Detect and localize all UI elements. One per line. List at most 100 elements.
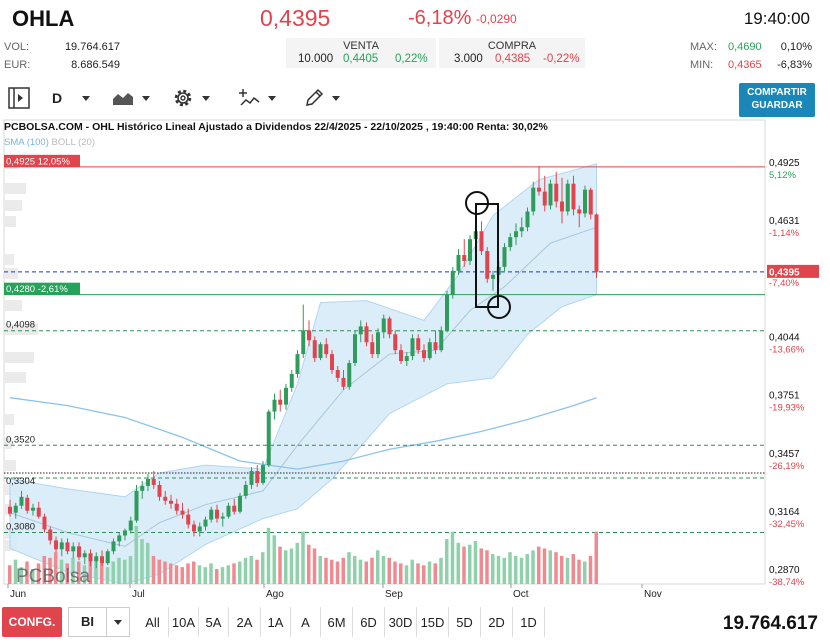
candle-body[interactable] — [134, 490, 139, 521]
candle-body[interactable] — [42, 516, 47, 530]
candle-body[interactable] — [128, 520, 133, 531]
candle-body[interactable] — [330, 354, 334, 370]
candle-body[interactable] — [266, 411, 271, 466]
candle-body[interactable] — [416, 338, 421, 351]
candle-body[interactable] — [519, 227, 524, 232]
candle-body[interactable] — [238, 495, 242, 512]
candle-body[interactable] — [433, 342, 438, 351]
candle-body[interactable] — [255, 471, 260, 483]
candle-body[interactable] — [491, 274, 495, 279]
candle-body[interactable] — [19, 496, 24, 506]
candle-body[interactable] — [347, 363, 352, 387]
range-button-5d[interactable]: 5D — [449, 607, 481, 637]
candle-body[interactable] — [8, 506, 12, 514]
candle-body[interactable] — [186, 514, 191, 525]
range-button-10a[interactable]: 10A — [169, 607, 199, 637]
candle-body[interactable] — [151, 478, 156, 485]
candle-body[interactable] — [111, 541, 116, 552]
candle-body[interactable] — [514, 231, 518, 238]
candle-body[interactable] — [456, 255, 461, 271]
candle-body[interactable] — [192, 524, 196, 532]
range-button-6m[interactable]: 6M — [321, 607, 353, 637]
candle-body[interactable] — [71, 546, 76, 552]
candle-body[interactable] — [548, 183, 553, 206]
candle-body[interactable] — [399, 350, 403, 362]
candle-body[interactable] — [209, 509, 214, 520]
candle-body[interactable] — [94, 556, 99, 562]
candle-body[interactable] — [197, 526, 202, 532]
candle-body[interactable] — [261, 465, 265, 483]
candle-body[interactable] — [335, 369, 340, 378]
candle-body[interactable] — [324, 344, 329, 355]
candle-body[interactable] — [479, 231, 484, 252]
candle-body[interactable] — [100, 556, 104, 564]
candle-body[interactable] — [565, 183, 570, 212]
candle-body[interactable] — [571, 183, 576, 210]
range-button-1d[interactable]: 1D — [513, 607, 545, 637]
candle-body[interactable] — [180, 510, 185, 515]
settings-dropdown[interactable] — [172, 86, 210, 110]
chart-type-dropdown[interactable] — [112, 86, 150, 110]
candle-body[interactable] — [105, 551, 110, 564]
candle-body[interactable] — [77, 546, 81, 558]
legend-boll[interactable]: BOLL (20) — [51, 137, 96, 148]
candle-body[interactable] — [307, 330, 311, 341]
candle-body[interactable] — [272, 399, 277, 412]
candle-body[interactable] — [215, 509, 219, 519]
indicators-dropdown[interactable] — [238, 86, 276, 110]
candle-body[interactable] — [31, 507, 35, 511]
candle-body[interactable] — [284, 387, 288, 405]
candle-body[interactable] — [502, 247, 507, 267]
candle-body[interactable] — [59, 542, 64, 550]
candle-body[interactable] — [36, 507, 41, 517]
candle-body[interactable] — [594, 214, 599, 272]
candle-body[interactable] — [554, 183, 559, 202]
sidebar-toggle-button[interactable] — [8, 86, 30, 110]
config-button[interactable]: CONFG. — [2, 607, 62, 637]
candle-body[interactable] — [353, 334, 357, 364]
candle-body[interactable] — [427, 342, 432, 359]
candle-body[interactable] — [393, 334, 398, 351]
candle-body[interactable] — [243, 484, 248, 496]
range-button-6d[interactable]: 6D — [353, 607, 385, 637]
candle-body[interactable] — [341, 377, 346, 387]
candle-body[interactable] — [289, 373, 294, 388]
range-button-5a[interactable]: 5A — [199, 607, 229, 637]
candle-body[interactable] — [445, 294, 449, 331]
candle-body[interactable] — [542, 191, 547, 206]
drawing-tools-dropdown[interactable] — [304, 86, 340, 110]
candle-body[interactable] — [577, 209, 582, 214]
candle-body[interactable] — [249, 471, 254, 485]
annotation-circle[interactable] — [465, 191, 489, 215]
candle-body[interactable] — [588, 189, 593, 215]
candle-body[interactable] — [117, 535, 122, 542]
range-button-2d[interactable]: 2D — [481, 607, 513, 637]
candle-body[interactable] — [48, 529, 53, 541]
candle-body[interactable] — [82, 553, 87, 558]
range-button-a[interactable]: A — [291, 607, 321, 637]
share-save-button[interactable]: COMPARTIR GUARDAR — [739, 83, 815, 117]
candle-body[interactable] — [140, 485, 145, 491]
range-button-30d[interactable]: 30D — [385, 607, 417, 637]
candle-body[interactable] — [387, 318, 392, 335]
candle-body[interactable] — [295, 354, 300, 374]
candle-body[interactable] — [485, 251, 490, 279]
candle-body[interactable] — [65, 542, 70, 552]
range-button-2a[interactable]: 2A — [229, 607, 261, 637]
candle-body[interactable] — [422, 350, 426, 359]
candle-body[interactable] — [410, 338, 415, 357]
candle-body[interactable] — [301, 330, 306, 355]
interval-dropdown[interactable]: D — [52, 86, 91, 110]
candle-body[interactable] — [370, 342, 375, 355]
candle-body[interactable] — [232, 505, 237, 512]
candle-body[interactable] — [450, 270, 455, 295]
candle-body[interactable] — [226, 505, 231, 517]
candle-body[interactable] — [169, 500, 173, 504]
candle-body[interactable] — [462, 255, 467, 261]
candle-body[interactable] — [376, 332, 380, 355]
candle-body[interactable] — [203, 519, 208, 527]
candle-body[interactable] — [531, 187, 536, 212]
candle-body[interactable] — [358, 326, 363, 335]
candle-body[interactable] — [312, 340, 317, 359]
